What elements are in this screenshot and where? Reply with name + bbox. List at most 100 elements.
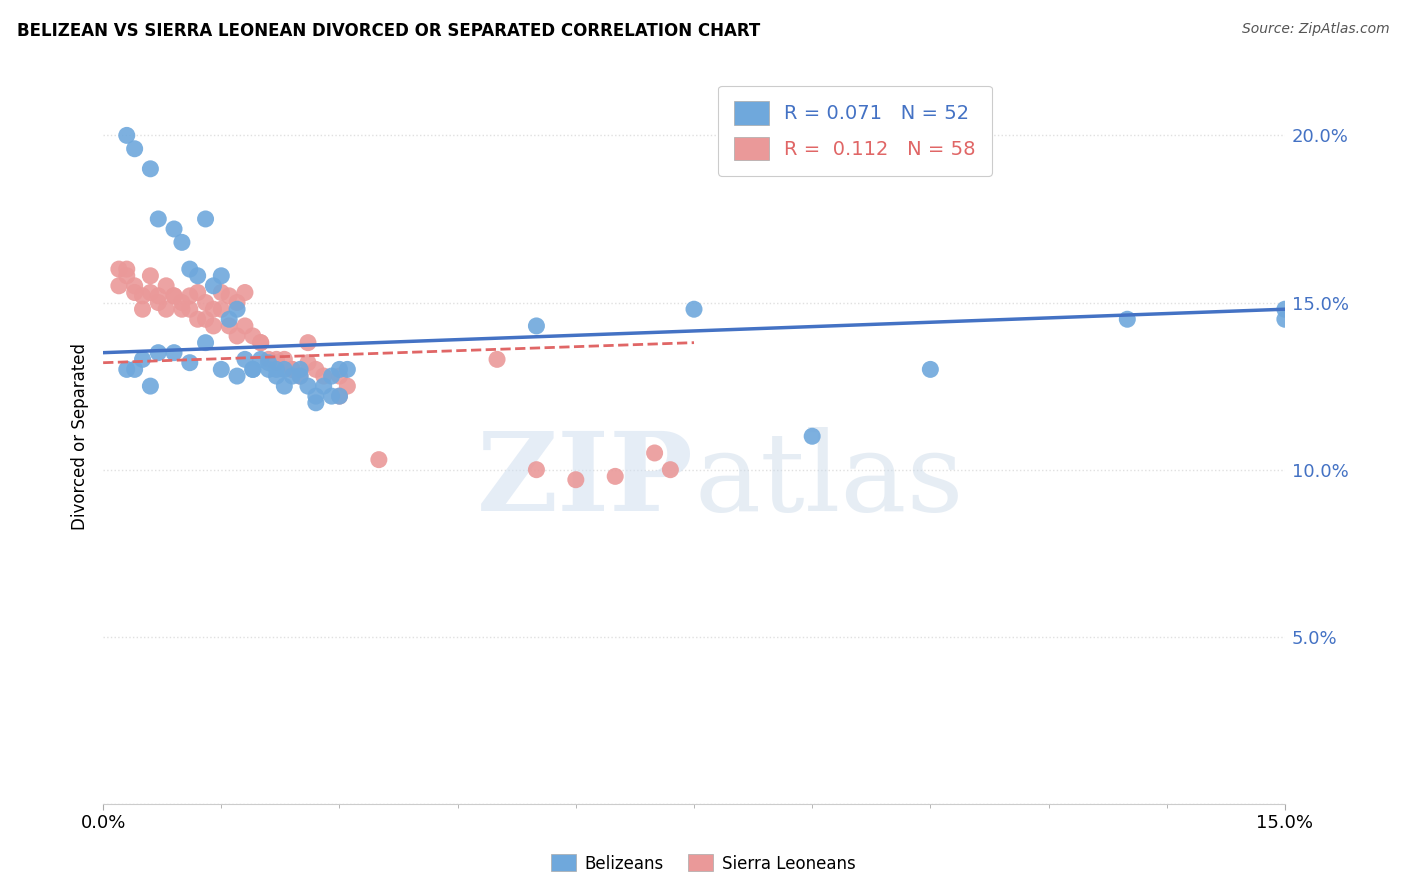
- Point: [526, 463, 548, 477]
- Point: [288, 369, 311, 384]
- Point: [163, 289, 186, 303]
- Point: [486, 352, 509, 367]
- Point: [209, 285, 232, 300]
- Point: [281, 362, 304, 376]
- Point: [242, 362, 264, 376]
- Point: [233, 352, 256, 367]
- Point: [163, 222, 186, 236]
- Point: [226, 329, 249, 343]
- Point: [273, 379, 295, 393]
- Point: [328, 362, 350, 376]
- Point: [683, 302, 706, 317]
- Text: ZIP: ZIP: [477, 427, 695, 534]
- Point: [179, 289, 201, 303]
- Point: [1116, 312, 1139, 326]
- Point: [281, 362, 304, 376]
- Point: [170, 295, 193, 310]
- Point: [124, 142, 146, 156]
- Point: [115, 128, 138, 143]
- Point: [257, 362, 280, 376]
- Point: [148, 289, 170, 303]
- Text: atlas: atlas: [695, 427, 963, 534]
- Text: Source: ZipAtlas.com: Source: ZipAtlas.com: [1241, 22, 1389, 37]
- Point: [321, 369, 343, 384]
- Point: [242, 362, 264, 376]
- Point: [249, 335, 271, 350]
- Point: [194, 211, 217, 226]
- Point: [187, 312, 209, 326]
- Point: [209, 268, 232, 283]
- Point: [155, 278, 177, 293]
- Point: [209, 302, 232, 317]
- Point: [218, 318, 240, 333]
- Point: [1274, 312, 1296, 326]
- Point: [194, 312, 217, 326]
- Point: [226, 369, 249, 384]
- Point: [312, 379, 335, 393]
- Point: [163, 345, 186, 359]
- Point: [233, 285, 256, 300]
- Point: [273, 352, 295, 367]
- Point: [124, 285, 146, 300]
- Point: [139, 268, 162, 283]
- Point: [288, 369, 311, 384]
- Point: [170, 302, 193, 317]
- Point: [288, 362, 311, 376]
- Point: [131, 352, 153, 367]
- Point: [249, 352, 271, 367]
- Point: [305, 389, 328, 403]
- Text: BELIZEAN VS SIERRA LEONEAN DIVORCED OR SEPARATED CORRELATION CHART: BELIZEAN VS SIERRA LEONEAN DIVORCED OR S…: [17, 22, 761, 40]
- Point: [233, 318, 256, 333]
- Point: [297, 356, 319, 370]
- Point: [328, 389, 350, 403]
- Point: [801, 429, 824, 443]
- Point: [170, 235, 193, 250]
- Point: [187, 285, 209, 300]
- Point: [266, 356, 288, 370]
- Point: [249, 335, 271, 350]
- Point: [328, 369, 350, 384]
- Point: [108, 278, 131, 293]
- Legend: Belizeans, Sierra Leoneans: Belizeans, Sierra Leoneans: [544, 847, 862, 880]
- Point: [312, 369, 335, 384]
- Point: [139, 161, 162, 176]
- Point: [242, 329, 264, 343]
- Point: [367, 452, 389, 467]
- Point: [179, 356, 201, 370]
- Point: [526, 318, 548, 333]
- Point: [257, 356, 280, 370]
- Point: [321, 389, 343, 403]
- Point: [108, 262, 131, 277]
- Point: [124, 362, 146, 376]
- Point: [266, 362, 288, 376]
- Point: [163, 289, 186, 303]
- Point: [297, 379, 319, 393]
- Point: [565, 473, 588, 487]
- Point: [115, 362, 138, 376]
- Legend: R = 0.071   N = 52, R =  0.112   N = 58: R = 0.071 N = 52, R = 0.112 N = 58: [718, 86, 991, 176]
- Point: [659, 463, 682, 477]
- Point: [179, 262, 201, 277]
- Point: [115, 262, 138, 277]
- Point: [226, 295, 249, 310]
- Point: [328, 389, 350, 403]
- Point: [305, 396, 328, 410]
- Point: [202, 318, 225, 333]
- Y-axis label: Divorced or Separated: Divorced or Separated: [72, 343, 89, 530]
- Point: [336, 379, 359, 393]
- Point: [194, 335, 217, 350]
- Point: [202, 278, 225, 293]
- Point: [187, 268, 209, 283]
- Point: [115, 268, 138, 283]
- Point: [131, 302, 153, 317]
- Point: [605, 469, 627, 483]
- Point: [209, 362, 232, 376]
- Point: [218, 289, 240, 303]
- Point: [257, 352, 280, 367]
- Point: [644, 446, 666, 460]
- Point: [297, 335, 319, 350]
- Point: [179, 302, 201, 317]
- Point: [920, 362, 942, 376]
- Point: [155, 302, 177, 317]
- Point: [226, 302, 249, 317]
